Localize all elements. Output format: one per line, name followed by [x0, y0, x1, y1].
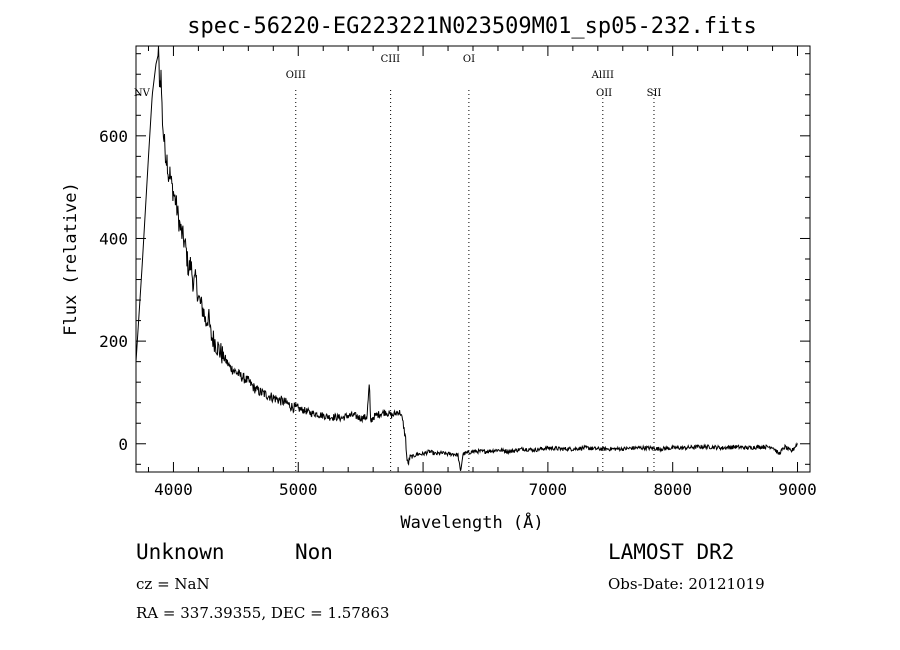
plot-frame	[135, 45, 811, 473]
annotation-label: SII	[647, 88, 662, 99]
annotation-label: NV	[134, 88, 151, 99]
annotation-label: OII	[596, 88, 612, 99]
survey-name: LAMOST DR2	[608, 540, 735, 564]
annotation-label: AlIII	[591, 70, 614, 81]
x-tick-label: 6000	[404, 480, 443, 499]
y-tick-label: 0	[118, 435, 128, 454]
object-subclass: Non	[295, 540, 333, 564]
spectrum-line	[135, 45, 798, 471]
y-tick-label: 200	[99, 332, 128, 351]
y-tick-label: 600	[99, 127, 128, 146]
annotation-label: CIII	[381, 54, 401, 65]
cz-value: cz = NaN	[136, 575, 210, 593]
y-axis-label: Flux (relative)	[61, 182, 81, 336]
obs-date: Obs-Date: 20121019	[608, 575, 765, 593]
x-tick-label: 5000	[279, 480, 318, 499]
x-tick-label: 7000	[529, 480, 568, 499]
x-axis-ticks: 4000 5000 6000 7000 8000 9000	[147, 46, 817, 499]
y-tick-label: 400	[99, 229, 128, 248]
x-tick-label: 8000	[653, 480, 692, 499]
x-tick-label: 9000	[778, 480, 817, 499]
chart-title: spec-56220-EG223221N023509M01_sp05-232.f…	[187, 14, 757, 39]
object-class: Unknown	[136, 540, 225, 564]
annotation-label: OIII	[286, 70, 306, 81]
ra-dec: RA = 337.39355, DEC = 1.57863	[136, 604, 390, 622]
x-tick-label: 4000	[154, 480, 193, 499]
line-annotations: NV OIII CIII OI AlIII OII SII	[134, 54, 662, 99]
x-axis-label: Wavelength (Å)	[400, 511, 543, 533]
y-axis-ticks: 0 200 400 600	[99, 53, 810, 465]
annotation-label: OI	[463, 54, 475, 65]
